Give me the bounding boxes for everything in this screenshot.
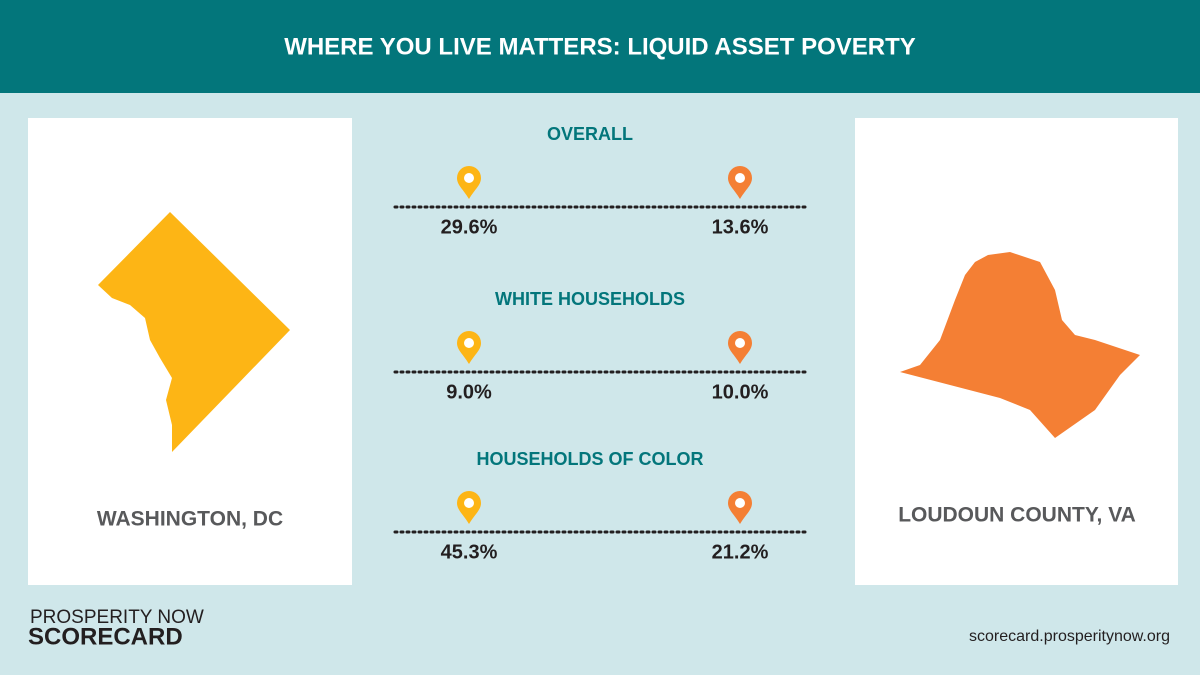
right-value: 21.2%: [712, 541, 769, 563]
logo-bottom: SCORECARD: [28, 623, 183, 650]
pin-dot: [735, 498, 745, 508]
right-value: 13.6%: [712, 216, 769, 238]
logo-top: PROSPERITY NOW: [30, 607, 204, 628]
header-band: [0, 0, 1200, 93]
url: scorecard.prosperitynow.org: [969, 628, 1170, 645]
sections: OVERALL 29.6% 13.6% WHITE HOUSEHOLDS 9.0% 10.…: [393, 124, 807, 563]
loudoun-map: [900, 252, 1140, 438]
pin-dot: [464, 338, 474, 348]
section-title: WHITE HOUSEHOLDS: [495, 289, 685, 309]
pin-dot: [735, 338, 745, 348]
pin-dot: [735, 173, 745, 183]
left-value: 45.3%: [441, 541, 498, 563]
left-value: 9.0%: [446, 381, 492, 403]
dc-map: [98, 212, 290, 452]
left-label: WASHINGTON, DC: [97, 508, 283, 531]
section-title: HOUSEHOLDS OF COLOR: [476, 449, 703, 469]
pin-dot: [464, 173, 474, 183]
right-value: 10.0%: [712, 381, 769, 403]
right-label: LOUDOUN COUNTY, VA: [898, 504, 1136, 527]
section-title: OVERALL: [547, 124, 633, 144]
pin-dot: [464, 498, 474, 508]
left-value: 29.6%: [441, 216, 498, 238]
title: WHERE YOU LIVE MATTERS: LIQUID ASSET POV…: [284, 33, 916, 60]
